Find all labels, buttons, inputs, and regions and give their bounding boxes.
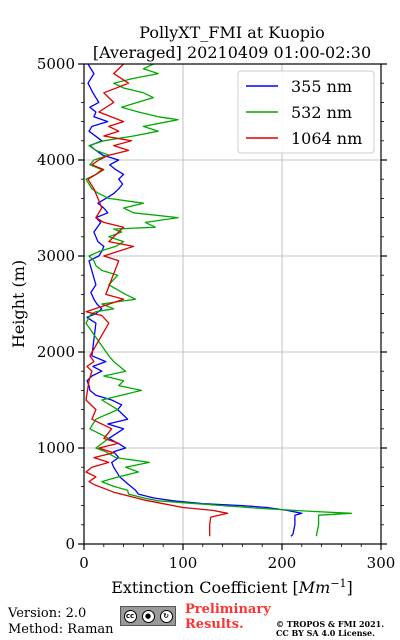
x-axis-label-close: ]: [347, 578, 353, 597]
x-tick-label: 200: [268, 554, 297, 572]
preliminary-line2: Results.: [185, 617, 244, 632]
y-tick-label: 1000: [37, 439, 75, 457]
y-tick-label: 5000: [37, 55, 75, 73]
x-tick-label: 0: [79, 554, 89, 572]
x-axis-label-main: Extinction Coefficient [: [111, 578, 299, 597]
legend-label-355: 355 nm: [291, 77, 352, 96]
copyright-note: © TROPOS & FMI 2021. CC BY SA 4.0 Licens…: [276, 620, 384, 638]
method-text: Method: Raman: [8, 622, 114, 637]
y-tick-label: 0: [65, 535, 75, 553]
legend-label-1064: 1064 nm: [291, 129, 362, 148]
x-tick-label: 100: [169, 554, 198, 572]
series-line-2: [85, 63, 229, 537]
series-line-1: [85, 63, 352, 537]
preliminary-line1: Preliminary: [185, 602, 271, 617]
legend-box: [237, 70, 375, 154]
cc-icon: cc: [123, 609, 137, 623]
y-tick-label: 2000: [37, 343, 75, 361]
x-axis-label-exponent: −1: [330, 577, 346, 590]
legend: 355 nm 532 nm 1064 nm: [237, 70, 375, 154]
y-tick-label: 4000: [37, 151, 75, 169]
plot-frame: [83, 63, 382, 545]
by-icon: ●: [141, 609, 155, 623]
version-text: Version: 2.0: [8, 606, 87, 621]
chart-subtitle: [Averaged] 20210409 01:00-02:30: [93, 43, 371, 62]
y-axis-label: Height (m): [9, 260, 28, 348]
preliminary-results-note: Preliminary Results.: [185, 602, 271, 632]
chart-title: PollyXT_FMI at Kuopio: [139, 23, 325, 42]
footer-info: Version: 2.0 Method: Raman: [8, 606, 114, 638]
copyright-line1: © TROPOS & FMI 2021.: [276, 619, 385, 629]
x-axis-label-unit: Mm: [298, 578, 331, 597]
legend-label-532: 532 nm: [291, 103, 352, 122]
series-layer: [85, 63, 352, 537]
y-tick-label: 3000: [37, 247, 75, 265]
copyright-line2: CC BY SA 4.0 License.: [276, 628, 375, 638]
cc-license-badge: cc ● ↻: [120, 606, 176, 626]
x-tick-label: 300: [367, 554, 396, 572]
sa-icon: ↻: [159, 609, 173, 623]
x-axis-label: Extinction Coefficient [Mm−1]: [111, 577, 353, 597]
